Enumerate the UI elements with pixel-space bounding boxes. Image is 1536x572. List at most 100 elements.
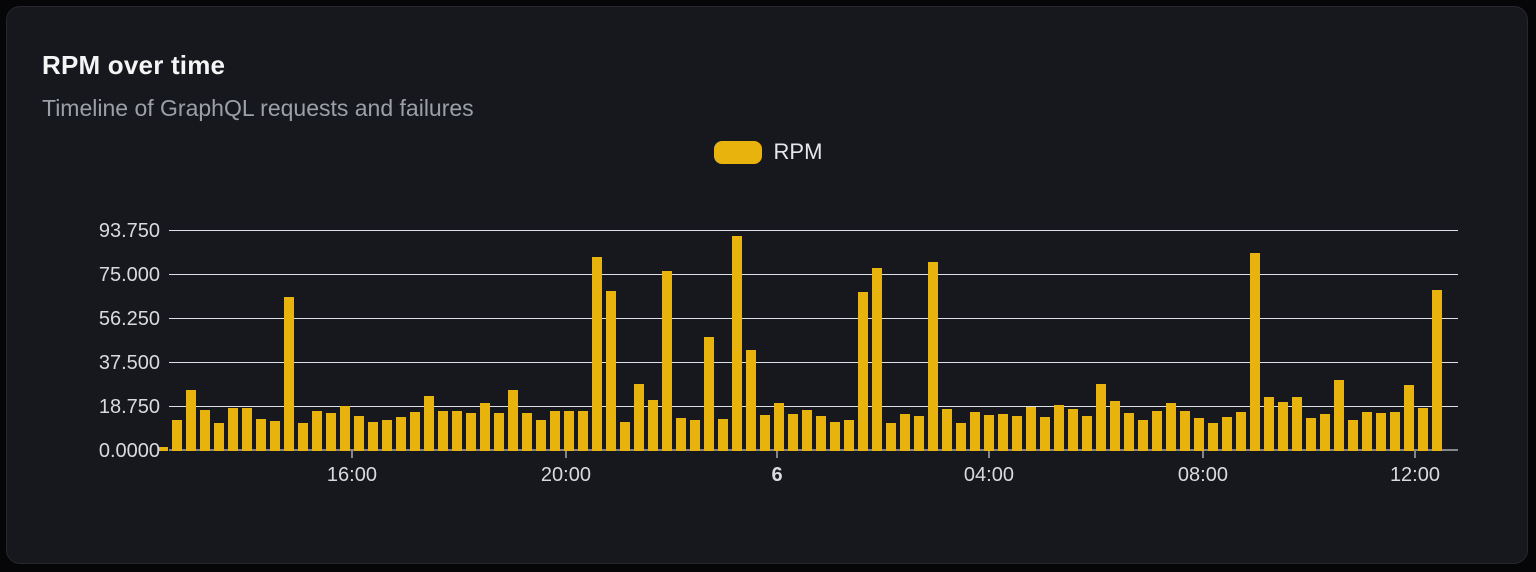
chart-legend: RPM <box>0 139 1536 165</box>
rpm-bar[interactable] <box>634 384 644 451</box>
rpm-bar[interactable] <box>158 447 168 451</box>
rpm-bar[interactable] <box>228 408 238 451</box>
rpm-bar[interactable] <box>284 297 294 451</box>
rpm-bar[interactable] <box>536 420 546 451</box>
rpm-bar[interactable] <box>410 412 420 451</box>
rpm-bar[interactable] <box>578 411 588 451</box>
rpm-bar[interactable] <box>424 396 434 451</box>
rpm-bar[interactable] <box>1054 405 1064 451</box>
legend-item-rpm[interactable]: RPM <box>713 139 822 165</box>
rpm-bar[interactable] <box>942 409 952 451</box>
rpm-bar[interactable] <box>844 420 854 451</box>
rpm-bar[interactable] <box>1278 402 1288 451</box>
rpm-bar[interactable] <box>928 262 938 451</box>
rpm-bar[interactable] <box>242 408 252 451</box>
rpm-bar[interactable] <box>1292 397 1302 451</box>
rpm-bar[interactable] <box>662 271 672 451</box>
rpm-bar[interactable] <box>872 268 882 451</box>
x-axis-line <box>169 449 1458 451</box>
rpm-bar[interactable] <box>816 416 826 451</box>
rpm-bar[interactable] <box>396 417 406 451</box>
rpm-bar[interactable] <box>760 415 770 451</box>
rpm-bar[interactable] <box>984 415 994 451</box>
rpm-bar[interactable] <box>480 403 490 451</box>
rpm-bar[interactable] <box>606 291 616 451</box>
rpm-bar[interactable] <box>858 292 868 451</box>
rpm-bar[interactable] <box>1040 417 1050 451</box>
rpm-bar[interactable] <box>270 421 280 451</box>
rpm-bar[interactable] <box>1348 420 1358 451</box>
rpm-bar[interactable] <box>564 411 574 451</box>
rpm-bar[interactable] <box>802 410 812 451</box>
x-axis-tick <box>776 451 779 458</box>
rpm-bar[interactable] <box>550 411 560 451</box>
rpm-bar[interactable] <box>1166 403 1176 451</box>
rpm-bar[interactable] <box>648 400 658 451</box>
rpm-bar[interactable] <box>1306 418 1316 451</box>
rpm-bar[interactable] <box>438 411 448 451</box>
rpm-bar[interactable] <box>1068 409 1078 451</box>
rpm-bar[interactable] <box>494 413 504 451</box>
rpm-bar[interactable] <box>298 423 308 451</box>
rpm-bar[interactable] <box>788 414 798 451</box>
rpm-bar[interactable] <box>970 412 980 451</box>
rpm-bar[interactable] <box>1124 413 1134 451</box>
rpm-bar[interactable] <box>214 423 224 451</box>
rpm-bar[interactable] <box>676 418 686 451</box>
rpm-bar[interactable] <box>956 423 966 451</box>
rpm-bar[interactable] <box>1096 384 1106 451</box>
rpm-bar[interactable] <box>1432 290 1442 451</box>
y-axis-label: 75.000 <box>98 263 160 286</box>
rpm-bar[interactable] <box>914 416 924 451</box>
rpm-bar[interactable] <box>1320 414 1330 451</box>
rpm-bar[interactable] <box>1236 412 1246 451</box>
rpm-bar[interactable] <box>620 422 630 451</box>
rpm-bar[interactable] <box>186 390 196 451</box>
rpm-bar[interactable] <box>354 416 364 451</box>
rpm-bar[interactable] <box>340 406 350 451</box>
rpm-bar[interactable] <box>508 390 518 451</box>
y-axis-label: 37.500 <box>98 351 160 374</box>
rpm-bar[interactable] <box>1376 413 1386 451</box>
rpm-bar[interactable] <box>1012 416 1022 451</box>
rpm-bar[interactable] <box>886 423 896 451</box>
rpm-bar[interactable] <box>466 413 476 451</box>
rpm-bar[interactable] <box>326 413 336 451</box>
rpm-bar[interactable] <box>1250 253 1260 451</box>
rpm-bar[interactable] <box>1264 397 1274 451</box>
rpm-bar[interactable] <box>704 337 714 451</box>
rpm-bar[interactable] <box>746 350 756 451</box>
rpm-bar[interactable] <box>1110 401 1120 451</box>
rpm-bar[interactable] <box>900 414 910 451</box>
rpm-bar[interactable] <box>1418 408 1428 451</box>
rpm-bar[interactable] <box>1082 416 1092 451</box>
rpm-bar[interactable] <box>172 420 182 451</box>
rpm-bar[interactable] <box>256 419 266 451</box>
rpm-bar[interactable] <box>1390 412 1400 451</box>
rpm-bar[interactable] <box>200 410 210 451</box>
rpm-bar[interactable] <box>718 419 728 451</box>
rpm-bar[interactable] <box>1138 420 1148 451</box>
rpm-bar[interactable] <box>1334 380 1344 451</box>
rpm-bar[interactable] <box>452 411 462 451</box>
rpm-bar[interactable] <box>732 236 742 451</box>
rpm-bar[interactable] <box>1152 411 1162 451</box>
rpm-bar[interactable] <box>1208 423 1218 451</box>
legend-swatch-rpm <box>713 140 762 164</box>
rpm-bar[interactable] <box>1362 412 1372 451</box>
rpm-bar[interactable] <box>312 411 322 451</box>
rpm-bar[interactable] <box>382 420 392 451</box>
rpm-bar[interactable] <box>522 413 532 451</box>
rpm-bar[interactable] <box>690 420 700 451</box>
rpm-bar[interactable] <box>830 422 840 451</box>
rpm-bar[interactable] <box>1404 385 1414 451</box>
rpm-bar[interactable] <box>774 403 784 451</box>
rpm-bar[interactable] <box>592 257 602 451</box>
chart-subtitle: Timeline of GraphQL requests and failure… <box>42 95 474 121</box>
rpm-bar[interactable] <box>1222 417 1232 451</box>
rpm-bar[interactable] <box>1026 407 1036 451</box>
rpm-bar[interactable] <box>368 422 378 451</box>
rpm-bar[interactable] <box>998 414 1008 451</box>
rpm-bar[interactable] <box>1180 411 1190 451</box>
rpm-bar[interactable] <box>1194 418 1204 451</box>
